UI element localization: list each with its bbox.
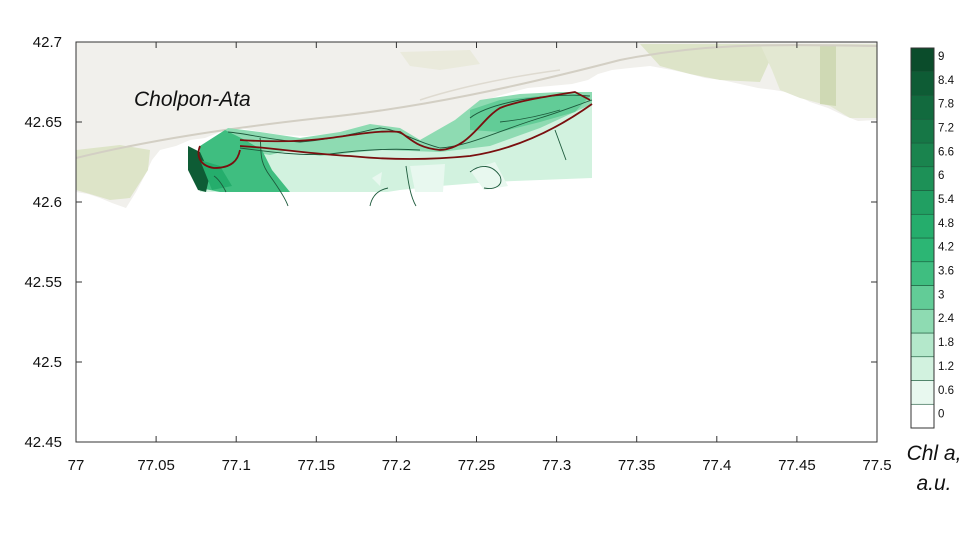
no-data-area bbox=[282, 200, 360, 206]
colorbar-label: 7.2 bbox=[938, 123, 954, 135]
x-tick-label: 77.2 bbox=[382, 457, 411, 474]
colorbar-swatch bbox=[910, 95, 935, 120]
colorbar-label: 4.2 bbox=[938, 242, 954, 254]
colorbar-swatch bbox=[910, 190, 935, 215]
colorbar-swatch bbox=[910, 71, 935, 96]
y-tick-label: 42.5 bbox=[33, 354, 62, 371]
colorbar-label: 4.8 bbox=[938, 218, 954, 230]
colorbar-swatch bbox=[910, 166, 935, 191]
y-tick-label: 42.7 bbox=[33, 34, 62, 51]
x-tick-label: 77.25 bbox=[458, 457, 496, 474]
colorbar: 9 8.4 7.8 7.2 6.6 6 5.4 4.8 4.2 3.6 3 2.4 1.8 1.2 0.6 0 bbox=[910, 47, 955, 429]
colorbar-swatch bbox=[910, 47, 935, 73]
land-vegetation bbox=[820, 46, 836, 106]
colorbar-label: 0.6 bbox=[938, 385, 954, 397]
colorbar-unit: a.u. bbox=[916, 472, 951, 495]
x-tick-label: 77.15 bbox=[298, 457, 336, 474]
colorbar-label: 1.8 bbox=[938, 337, 954, 349]
x-tick-label: 77.1 bbox=[222, 457, 251, 474]
y-axis: 42.7 42.65 42.6 42.55 42.5 42.45 bbox=[24, 34, 877, 451]
colorbar-swatch bbox=[910, 403, 935, 429]
x-tick-label: 77.45 bbox=[778, 457, 816, 474]
land-vegetation bbox=[76, 145, 150, 200]
colorbar-label: 6.6 bbox=[938, 146, 954, 158]
colorbar-label: 3 bbox=[938, 289, 944, 301]
chl-region-lowest bbox=[470, 162, 508, 190]
x-tick-label: 77 bbox=[68, 457, 85, 474]
y-tick-label: 42.45 bbox=[24, 434, 62, 451]
land-vegetation bbox=[400, 50, 480, 70]
colorbar-label: 8.4 bbox=[938, 75, 955, 87]
colorbar-label: 0 bbox=[938, 409, 944, 421]
x-tick-label: 77.3 bbox=[542, 457, 571, 474]
transect-track bbox=[197, 91, 593, 169]
chl-region-high bbox=[470, 94, 590, 132]
colorbar-label: 9 bbox=[938, 51, 944, 63]
y-tick-label: 42.55 bbox=[24, 274, 62, 291]
colorbar-label: 7.8 bbox=[938, 99, 954, 111]
land-vegetation bbox=[640, 44, 770, 82]
no-data-area bbox=[198, 192, 598, 442]
colorbar-swatch bbox=[910, 285, 935, 310]
x-tick-label: 77.4 bbox=[702, 457, 731, 474]
road bbox=[419, 69, 561, 101]
colorbar-swatch bbox=[910, 118, 935, 144]
x-tick-label: 77.35 bbox=[618, 457, 656, 474]
colorbar-label: 2.4 bbox=[938, 313, 955, 325]
colorbar-title: Chl a, bbox=[907, 442, 962, 465]
colorbar-label: 6 bbox=[938, 170, 944, 182]
place-label: Cholpon-Ata bbox=[134, 88, 251, 111]
colorbar-swatch bbox=[910, 332, 935, 358]
colorbar-label: 5.4 bbox=[938, 194, 955, 206]
colorbar-swatch bbox=[910, 261, 935, 286]
y-tick-label: 42.65 bbox=[24, 114, 62, 131]
colorbar-swatch bbox=[910, 308, 935, 334]
x-tick-label: 77.05 bbox=[137, 457, 175, 474]
chl-region-peak bbox=[188, 146, 210, 192]
land-area bbox=[76, 42, 877, 208]
colorbar-swatch bbox=[910, 213, 935, 239]
colorbar-swatch bbox=[910, 380, 935, 405]
y-tick-label: 42.6 bbox=[33, 194, 62, 211]
chl-region-peak bbox=[200, 160, 232, 190]
x-tick-label: 77.5 bbox=[862, 457, 891, 474]
chl-region-lowest bbox=[372, 172, 382, 186]
x-axis: 77 77.05 77.1 77.15 77.2 77.25 77.3 77.35 77.4 77… bbox=[68, 42, 892, 474]
colorbar-label: 3.6 bbox=[938, 266, 954, 278]
colorbar-label: 1.2 bbox=[938, 361, 954, 373]
road bbox=[76, 44, 877, 159]
colorbar-swatch bbox=[910, 356, 935, 381]
colorbar-frame bbox=[910, 47, 935, 429]
land-vegetation bbox=[760, 44, 877, 118]
colorbar-swatch bbox=[910, 237, 935, 263]
colorbar-swatch bbox=[910, 142, 935, 168]
